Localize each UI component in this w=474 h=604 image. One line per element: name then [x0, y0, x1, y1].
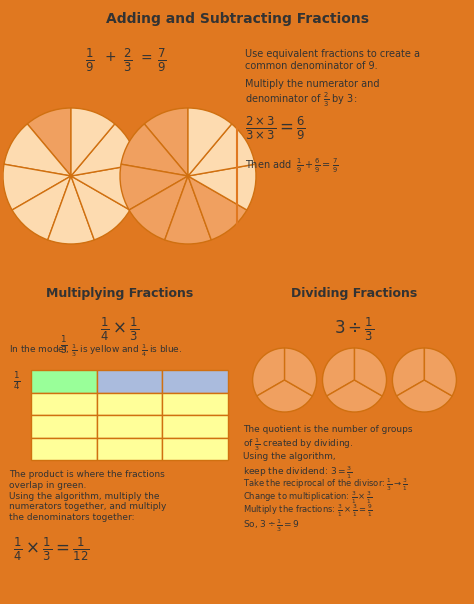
- Bar: [31, 437, 97, 460]
- Text: In the model, $\frac{1}{3}$ is yellow and $\frac{1}{4}$ is blue.: In the model, $\frac{1}{3}$ is yellow an…: [9, 342, 182, 359]
- Wedge shape: [355, 348, 386, 396]
- Text: Change to multiplication: $\frac{3}{1} \times \frac{3}{1}$: Change to multiplication: $\frac{3}{1} \…: [243, 490, 372, 506]
- Wedge shape: [48, 176, 94, 244]
- Text: the denominators together:: the denominators together:: [9, 513, 135, 522]
- Text: numerators together, and multiply: numerators together, and multiply: [9, 503, 166, 512]
- Text: of $\frac{1}{3}$ created by dividing.: of $\frac{1}{3}$ created by dividing.: [243, 437, 353, 454]
- Wedge shape: [424, 348, 456, 396]
- Text: $\frac{1}{9}$: $\frac{1}{9}$: [85, 47, 95, 74]
- Text: $\frac{1}{4}$: $\frac{1}{4}$: [13, 370, 21, 392]
- Wedge shape: [120, 164, 188, 210]
- Bar: [31, 415, 97, 437]
- Text: $\frac{1}{3}$: $\frac{1}{3}$: [60, 334, 68, 356]
- Text: $=$: $=$: [137, 50, 153, 64]
- Bar: [162, 437, 228, 460]
- Wedge shape: [327, 380, 382, 412]
- Bar: [97, 370, 162, 393]
- Text: Adding and Subtracting Fractions: Adding and Subtracting Fractions: [106, 13, 368, 27]
- Text: $\frac{1}{4} \times \frac{1}{3}$: $\frac{1}{4} \times \frac{1}{3}$: [100, 316, 139, 344]
- Text: Use equivalent fractions to create a: Use equivalent fractions to create a: [245, 49, 420, 59]
- Bar: [162, 415, 228, 437]
- Text: $\frac{1}{4} \times \frac{1}{3} = \frac{1}{12}$: $\frac{1}{4} \times \frac{1}{3} = \frac{…: [13, 535, 90, 562]
- Text: denominator of $\frac{2}{3}$ by 3:: denominator of $\frac{2}{3}$ by 3:: [245, 91, 357, 109]
- Wedge shape: [3, 164, 71, 210]
- Text: keep the dividend: $3 = \frac{3}{1}$: keep the dividend: $3 = \frac{3}{1}$: [243, 464, 353, 481]
- Wedge shape: [12, 176, 71, 240]
- Wedge shape: [144, 108, 188, 176]
- Bar: [162, 393, 228, 415]
- Wedge shape: [284, 348, 317, 396]
- Text: Multiplying Fractions: Multiplying Fractions: [46, 286, 193, 300]
- Bar: [31, 370, 97, 393]
- Wedge shape: [121, 124, 188, 176]
- Wedge shape: [71, 108, 115, 176]
- Text: The quotient is the number of groups: The quotient is the number of groups: [243, 425, 412, 434]
- Wedge shape: [253, 348, 284, 396]
- Wedge shape: [71, 164, 139, 210]
- Bar: [31, 393, 97, 415]
- Wedge shape: [392, 348, 424, 396]
- Wedge shape: [188, 176, 247, 240]
- Wedge shape: [188, 108, 232, 176]
- Bar: [97, 393, 162, 415]
- Text: common denominator of 9.: common denominator of 9.: [245, 61, 378, 71]
- Wedge shape: [165, 176, 211, 244]
- Text: Dividing Fractions: Dividing Fractions: [292, 286, 418, 300]
- Text: Then add  $\frac{1}{9} + \frac{6}{9} = \frac{7}{9}$: Then add $\frac{1}{9} + \frac{6}{9} = \f…: [245, 157, 338, 175]
- Text: $3 \div \frac{1}{3}$: $3 \div \frac{1}{3}$: [334, 316, 374, 344]
- Text: So, $3 \div \frac{1}{3} = 9$: So, $3 \div \frac{1}{3} = 9$: [243, 517, 300, 534]
- Text: Multiply the fractions: $\frac{3}{1} \times \frac{3}{1} = \frac{9}{1}$: Multiply the fractions: $\frac{3}{1} \ti…: [243, 503, 373, 519]
- Wedge shape: [397, 380, 452, 412]
- Wedge shape: [188, 124, 255, 176]
- Wedge shape: [71, 176, 130, 240]
- Wedge shape: [257, 380, 312, 412]
- Text: $\frac{2 \times 3}{3 \times 3} = \frac{6}{9}$: $\frac{2 \times 3}{3 \times 3} = \frac{6…: [245, 115, 306, 143]
- Wedge shape: [129, 176, 188, 240]
- Text: $\frac{2}{3}$: $\frac{2}{3}$: [123, 47, 133, 74]
- Text: Multiply the numerator and: Multiply the numerator and: [245, 79, 380, 89]
- Text: The product is where the fractions: The product is where the fractions: [9, 470, 165, 479]
- Wedge shape: [71, 124, 138, 176]
- Text: Using the algorithm, multiply the: Using the algorithm, multiply the: [9, 492, 159, 501]
- Wedge shape: [188, 164, 256, 210]
- Text: overlap in green.: overlap in green.: [9, 481, 86, 490]
- Bar: [162, 370, 228, 393]
- Bar: [97, 437, 162, 460]
- Text: Take the reciprocal of the divisor: $\frac{1}{3} \rightarrow \frac{3}{1}$: Take the reciprocal of the divisor: $\fr…: [243, 477, 408, 493]
- Wedge shape: [322, 348, 355, 396]
- Wedge shape: [4, 124, 71, 176]
- Text: $+$: $+$: [104, 50, 116, 64]
- Text: $\frac{7}{9}$: $\frac{7}{9}$: [157, 47, 167, 74]
- Wedge shape: [27, 108, 71, 176]
- Text: Using the algorithm,: Using the algorithm,: [243, 452, 336, 461]
- Bar: [97, 415, 162, 437]
